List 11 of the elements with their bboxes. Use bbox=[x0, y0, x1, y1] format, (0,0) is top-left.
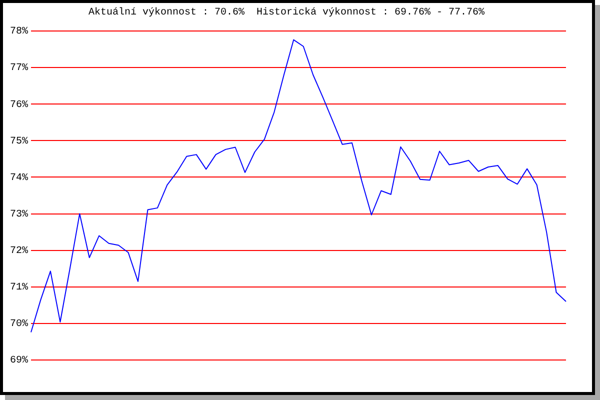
y-tick-label: 71% bbox=[10, 282, 28, 294]
y-tick-label: 73% bbox=[10, 209, 28, 220]
y-tick-label: 77% bbox=[10, 63, 28, 74]
y-tick-label: 76% bbox=[10, 100, 28, 111]
y-tick-label: 78% bbox=[10, 26, 28, 38]
y-tick-label: 69% bbox=[10, 356, 28, 367]
y-tick-label: 70% bbox=[10, 319, 28, 330]
y-tick-label: 74% bbox=[10, 172, 28, 184]
y-tick-label: 75% bbox=[10, 136, 28, 148]
chart-title: Aktuální výkonnost : 70.6% Historická výkonnost : 69.76% - 77.76% bbox=[88, 6, 485, 19]
y-tick-label: 72% bbox=[10, 246, 28, 257]
